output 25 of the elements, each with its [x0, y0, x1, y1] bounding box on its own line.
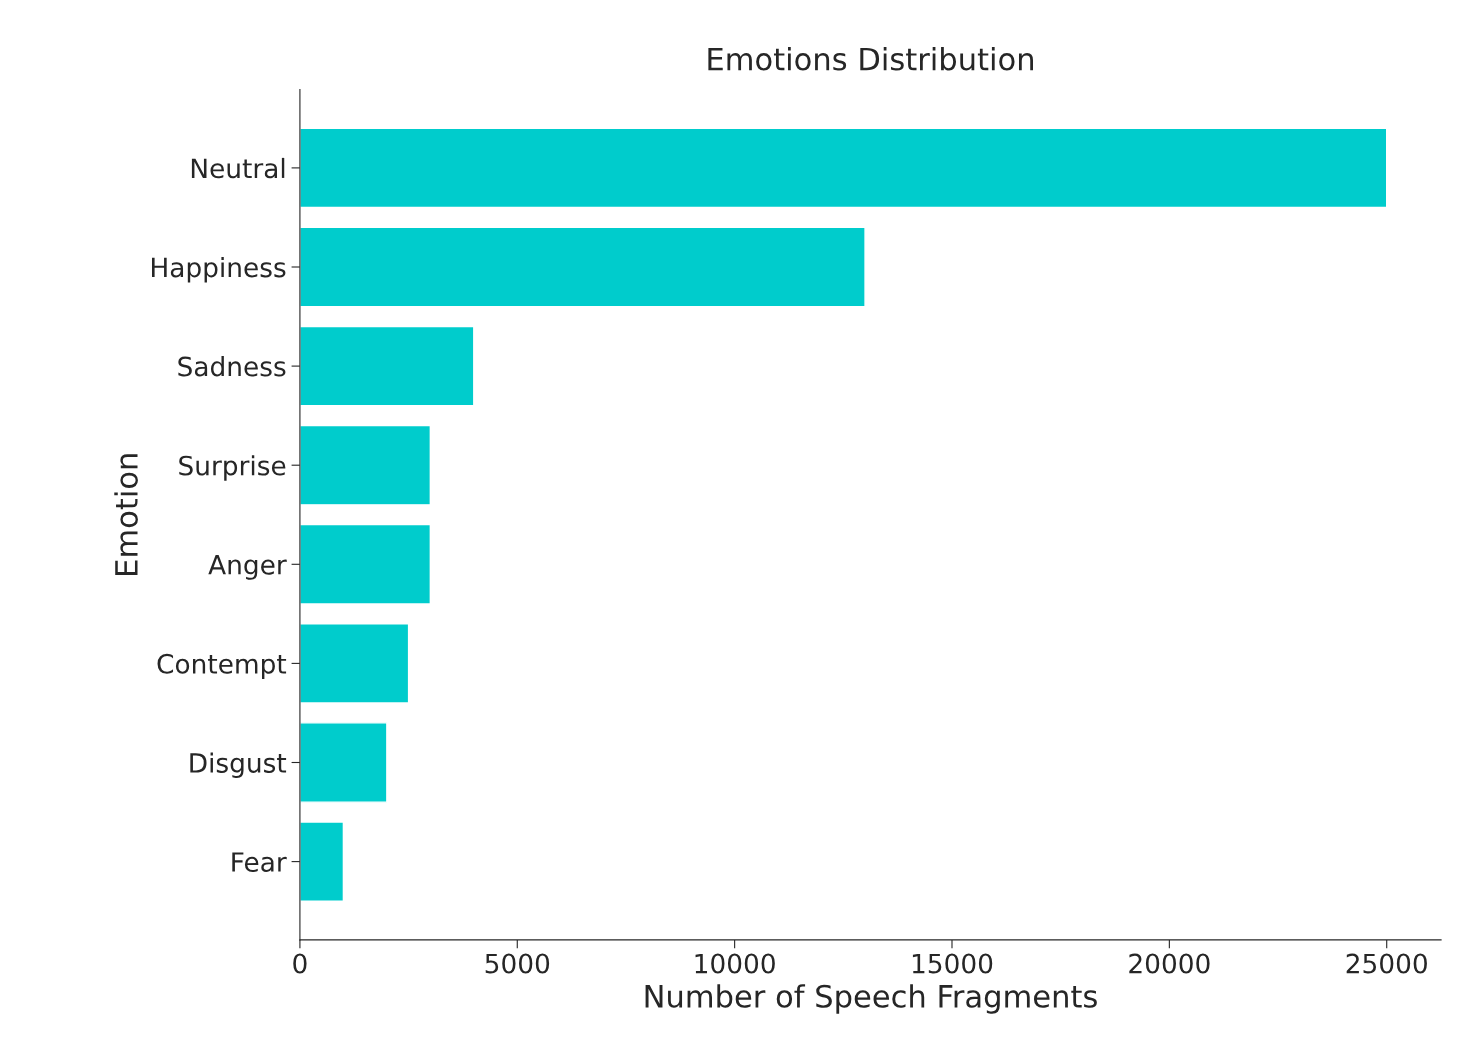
chart-title: Emotions Distribution: [708, 46, 1033, 71]
y-tick-label: Contempt: [157, 653, 287, 679]
y-tick-label: Fear: [232, 852, 287, 872]
y-tick-label: Disgust: [190, 752, 287, 779]
y-axis-title: Emotion: [114, 454, 138, 575]
bar: [299, 623, 410, 704]
bar: [299, 722, 388, 803]
y-tick-label: Sadness: [178, 356, 286, 377]
bar: [299, 523, 432, 605]
bar: [299, 325, 475, 407]
x-tick-label: 15000: [912, 953, 993, 974]
x-tick-label: 10000: [695, 953, 775, 974]
bar: [299, 821, 345, 902]
x-tick-label: 5000: [485, 953, 550, 974]
bar: [299, 226, 866, 308]
bar: [299, 127, 1388, 209]
y-tick-label: Surprise: [179, 455, 286, 481]
bar: [299, 424, 432, 506]
x-tick-label: 0: [293, 953, 307, 974]
y-tick-label: Neutral: [191, 157, 285, 179]
x-tick-label: 20000: [1129, 953, 1210, 974]
y-tick-label: Happiness: [152, 256, 286, 283]
x-tick-label: 25000: [1346, 953, 1427, 974]
y-tick-label: Anger: [208, 555, 287, 580]
x-axis-title: Number of Speech Fragments: [645, 984, 1097, 1014]
